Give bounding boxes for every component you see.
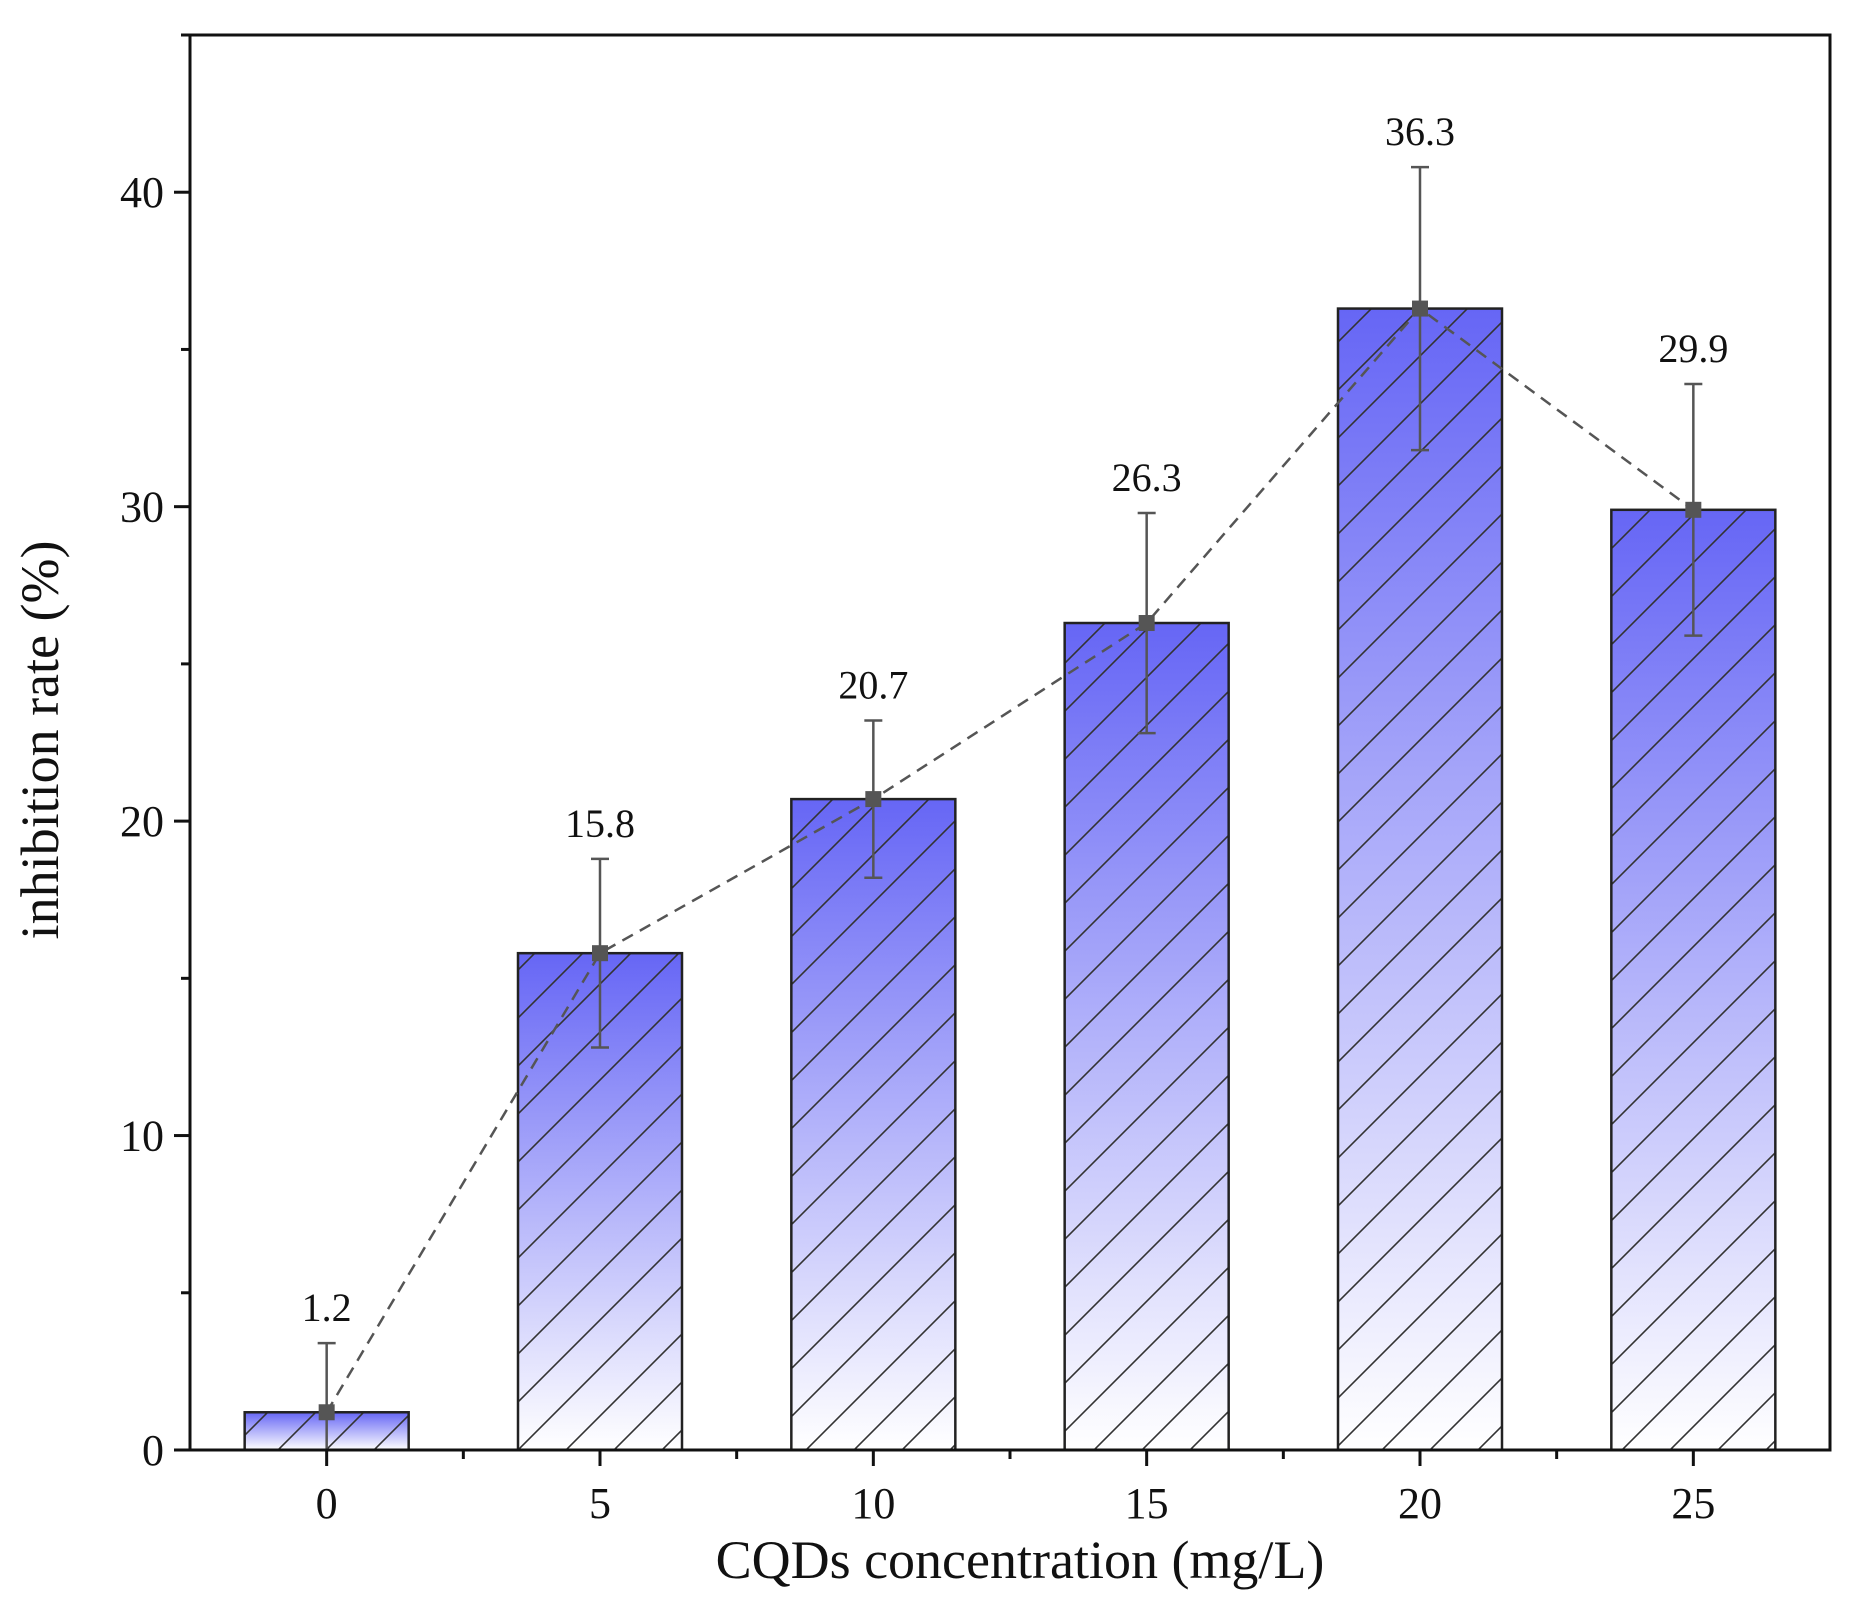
data-label-0: 1.2 <box>302 1285 352 1330</box>
trend-line <box>325 306 1695 1413</box>
axes-layer: 0 10 20 30 40 0 5 10 15 20 25 <box>120 33 1832 1528</box>
data-labels-layer: 1.2 15.8 20.7 26.3 36.3 29.9 <box>302 109 1729 1330</box>
data-label-5: 15.8 <box>565 801 635 846</box>
marker-10 <box>865 791 882 808</box>
data-label-15: 26.3 <box>1112 455 1182 500</box>
bars-layer <box>243 307 1777 1452</box>
bar-hatch-15 <box>1063 621 1230 1452</box>
marker-15 <box>1138 615 1155 632</box>
y-tick-label-40: 40 <box>120 168 164 217</box>
plot-frame <box>188 33 1832 1452</box>
bar-hatch-10 <box>790 797 957 1452</box>
data-label-25: 29.9 <box>1658 326 1728 371</box>
y-tick-label-0: 0 <box>142 1426 164 1475</box>
y-tick-label-10: 10 <box>120 1112 164 1161</box>
x-tick-label-15: 15 <box>1125 1479 1169 1528</box>
x-tick-label-0: 0 <box>316 1479 338 1528</box>
y-axis-title: inhibition rate (%) <box>10 541 70 940</box>
y-tick-label-30: 30 <box>120 483 164 532</box>
marker-20 <box>1412 300 1428 317</box>
trend-line-layer <box>318 300 1702 1421</box>
marker-5 <box>592 945 608 962</box>
data-label-10: 20.7 <box>838 662 908 707</box>
bar-hatch-20 <box>1336 307 1504 1452</box>
x-tick-label-25: 25 <box>1671 1479 1715 1528</box>
x-tick-label-10: 10 <box>851 1479 895 1528</box>
x-tick-label-5: 5 <box>589 1479 611 1528</box>
x-axis-title: CQDs concentration (mg/L) <box>716 1530 1325 1590</box>
x-tick-label-20: 20 <box>1398 1479 1442 1528</box>
marker-0 <box>318 1404 335 1421</box>
marker-25 <box>1685 501 1702 518</box>
data-label-20: 36.3 <box>1385 109 1455 154</box>
bar-hatch-25 <box>1610 508 1777 1452</box>
y-tick-label-20: 20 <box>120 797 164 846</box>
